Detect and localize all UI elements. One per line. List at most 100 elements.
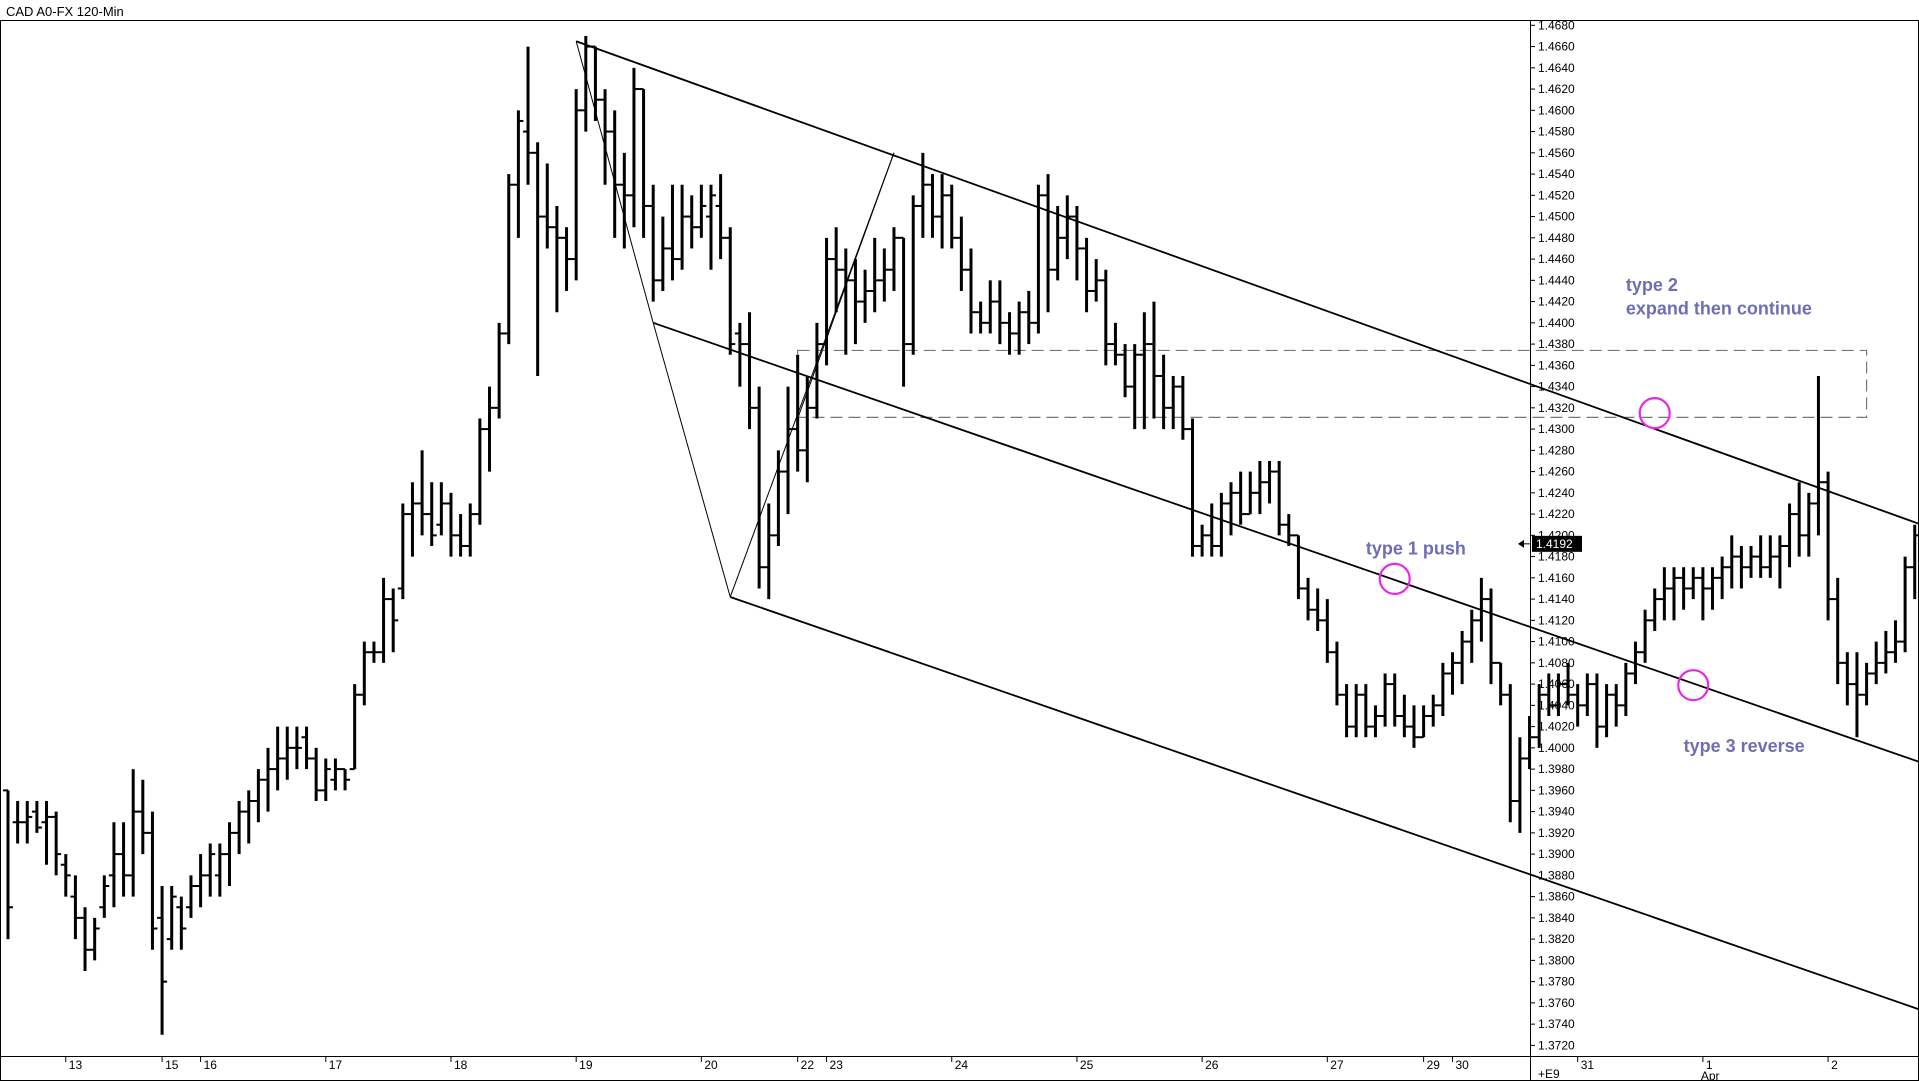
ohlc-bar [1351,684,1362,738]
ohlc-bar [503,174,514,345]
ohlc-bar [1071,205,1082,281]
time-tick-label: 23 [830,1058,844,1072]
ohlc-bar [1900,556,1911,653]
ohlc-bar [349,684,360,771]
ohlc-bar [908,195,919,355]
channel-line-median [652,321,1919,763]
ohlc-bar [1823,471,1834,621]
ohlc-bar [715,174,726,260]
channel-line-lower [729,596,1919,1011]
ohlc-bar [1062,195,1073,260]
price-tick-label: 1.4500 [1538,210,1575,224]
ohlc-bar [455,514,466,557]
ohlc-bar [494,322,505,419]
price-tick-label: 1.4260 [1538,465,1575,479]
price-tick-label: 1.4480 [1538,231,1575,245]
ohlc-bar [937,174,948,249]
ohlc-bar [417,450,428,536]
ohlc-bar [426,482,437,546]
ohlc-bar [176,896,187,950]
ohlc-bar [1505,684,1516,823]
ohlc-bar [609,110,620,238]
highlight-circle [1677,669,1710,702]
ohlc-bar [985,280,996,334]
ohlc-bar [1197,524,1208,557]
ohlc-bar [340,768,351,791]
ohlc-bar [12,800,23,844]
annotation-label: type 3 reverse [1684,736,1805,756]
ohlc-bar [648,184,659,302]
price-tick-label: 1.4280 [1538,443,1575,457]
time-tick-label: 13 [69,1058,83,1072]
ohlc-bar [1784,503,1795,568]
ohlc-bar [99,875,110,918]
time-tick-label: 20 [704,1058,718,1072]
ohlc-bar [484,386,495,472]
price-tick-label: 1.3820 [1538,932,1575,946]
ohlc-bar [1746,545,1757,578]
ohlc-bar [1861,662,1872,706]
time-tick-label: 22 [801,1058,815,1072]
price-tick-label: 1.4560 [1538,146,1575,160]
price-tick-label: 1.3720 [1538,1038,1575,1052]
price-tick-label: 1.4620 [1538,82,1575,96]
ohlc-bar [590,45,601,121]
ohlc-bar [137,779,148,855]
ohlc-bar [445,492,456,557]
ohlc-bar [1129,344,1140,430]
ohlc-bar [1553,673,1564,716]
ohlc-bar [368,641,379,663]
ohlc-bar [927,174,938,238]
annotation-label: type 1 push [1366,538,1466,558]
time-tick-label: 15 [165,1058,179,1072]
ohlc-bar [1524,715,1535,770]
ohlc-bar [1043,174,1054,313]
ohlc-bar [551,205,562,313]
ohlc-bar [773,450,784,546]
price-axis: 1.4680 1.4660 1.4640 1.4620 1.4600 1.4580 1.45… [1518,18,1582,1052]
price-tick-label: 1.4320 [1538,401,1575,415]
ohlc-bar [291,726,302,770]
ohlc-bar [224,822,235,886]
ohlc-bar [397,503,408,600]
ohlc-bar [542,163,553,249]
ohlc-bar [243,790,254,844]
ohlc-bar [1254,460,1265,515]
price-tick-label: 1.4340 [1538,380,1575,394]
ohlc-bar [532,142,543,376]
last-price-label: 1.4192 [1536,537,1573,551]
ohlc-bar [1697,567,1708,621]
chart-title: CAD A0-FX 120-Min [6,4,124,19]
ohlc-bar [1081,237,1092,313]
ohlc-bar [1380,673,1391,727]
ohlc-bar [850,259,861,345]
price-tick-label: 1.4120 [1538,613,1575,627]
ohlc-bar [686,195,697,249]
ohlc-bar [128,769,139,897]
time-tick-label: 24 [955,1058,969,1072]
ohlc-bar [667,184,678,281]
ohlc-bar [465,503,476,557]
ohlc-bar [1052,205,1063,281]
price-tick-label: 1.3840 [1538,911,1575,925]
time-tick-label: 30 [1456,1058,1470,1072]
ohlc-bar [860,269,871,323]
ohlc-bar [1572,684,1583,727]
ohlc-bar [1640,609,1651,663]
ohlc-bar [888,227,899,291]
ohlc-bar [1765,535,1776,578]
time-tick-label: 27 [1330,1058,1344,1072]
ohlc-bar [1389,673,1400,727]
price-tick-label: 1.3900 [1538,847,1575,861]
price-tick-label: 1.4300 [1538,422,1575,436]
ohlc-bar [1466,609,1477,663]
time-tick-label: 17 [329,1058,343,1072]
ohlc-bar [1649,588,1660,631]
ohlc-bar [1216,492,1227,557]
ohlc-bar [474,418,485,525]
ohlc-bar [1303,577,1314,621]
ohlc-bar [1091,259,1102,302]
ohlc-bar [1322,599,1333,663]
price-tick-label: 1.4080 [1538,656,1575,670]
ohlc-bar [869,237,880,313]
